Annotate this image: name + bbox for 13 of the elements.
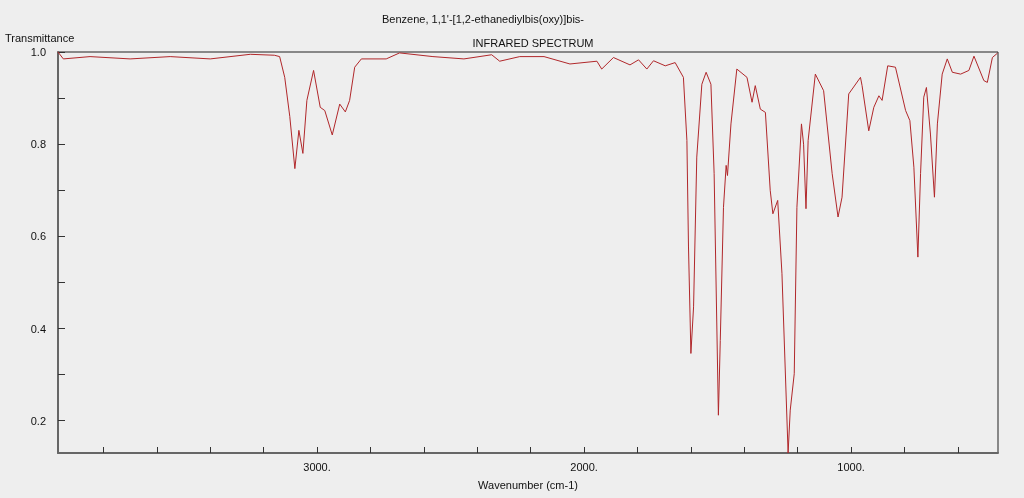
line-series xyxy=(57,51,998,454)
chart-subtitle: INFRARED SPECTRUM xyxy=(472,36,594,49)
y-tick-label: 0.2 xyxy=(30,414,46,427)
x-tick-label: 3000. xyxy=(303,460,331,473)
x-axis-title: Wavenumber (cm-1) xyxy=(478,478,578,491)
chart-title: Benzene, 1,1'-[1,2-ethanediylbis(oxy)]bis- xyxy=(381,12,585,25)
y-tick-label: 0.4 xyxy=(30,322,46,335)
y-tick-label: 0.6 xyxy=(30,230,46,243)
y-tick-label: 0.8 xyxy=(30,138,46,151)
x-tick-label: 2000. xyxy=(570,460,598,473)
x-tick-label: 1000. xyxy=(837,460,865,473)
y-tick-label: 1.0 xyxy=(30,46,46,58)
y-axis-title: Transmittance xyxy=(5,31,75,44)
